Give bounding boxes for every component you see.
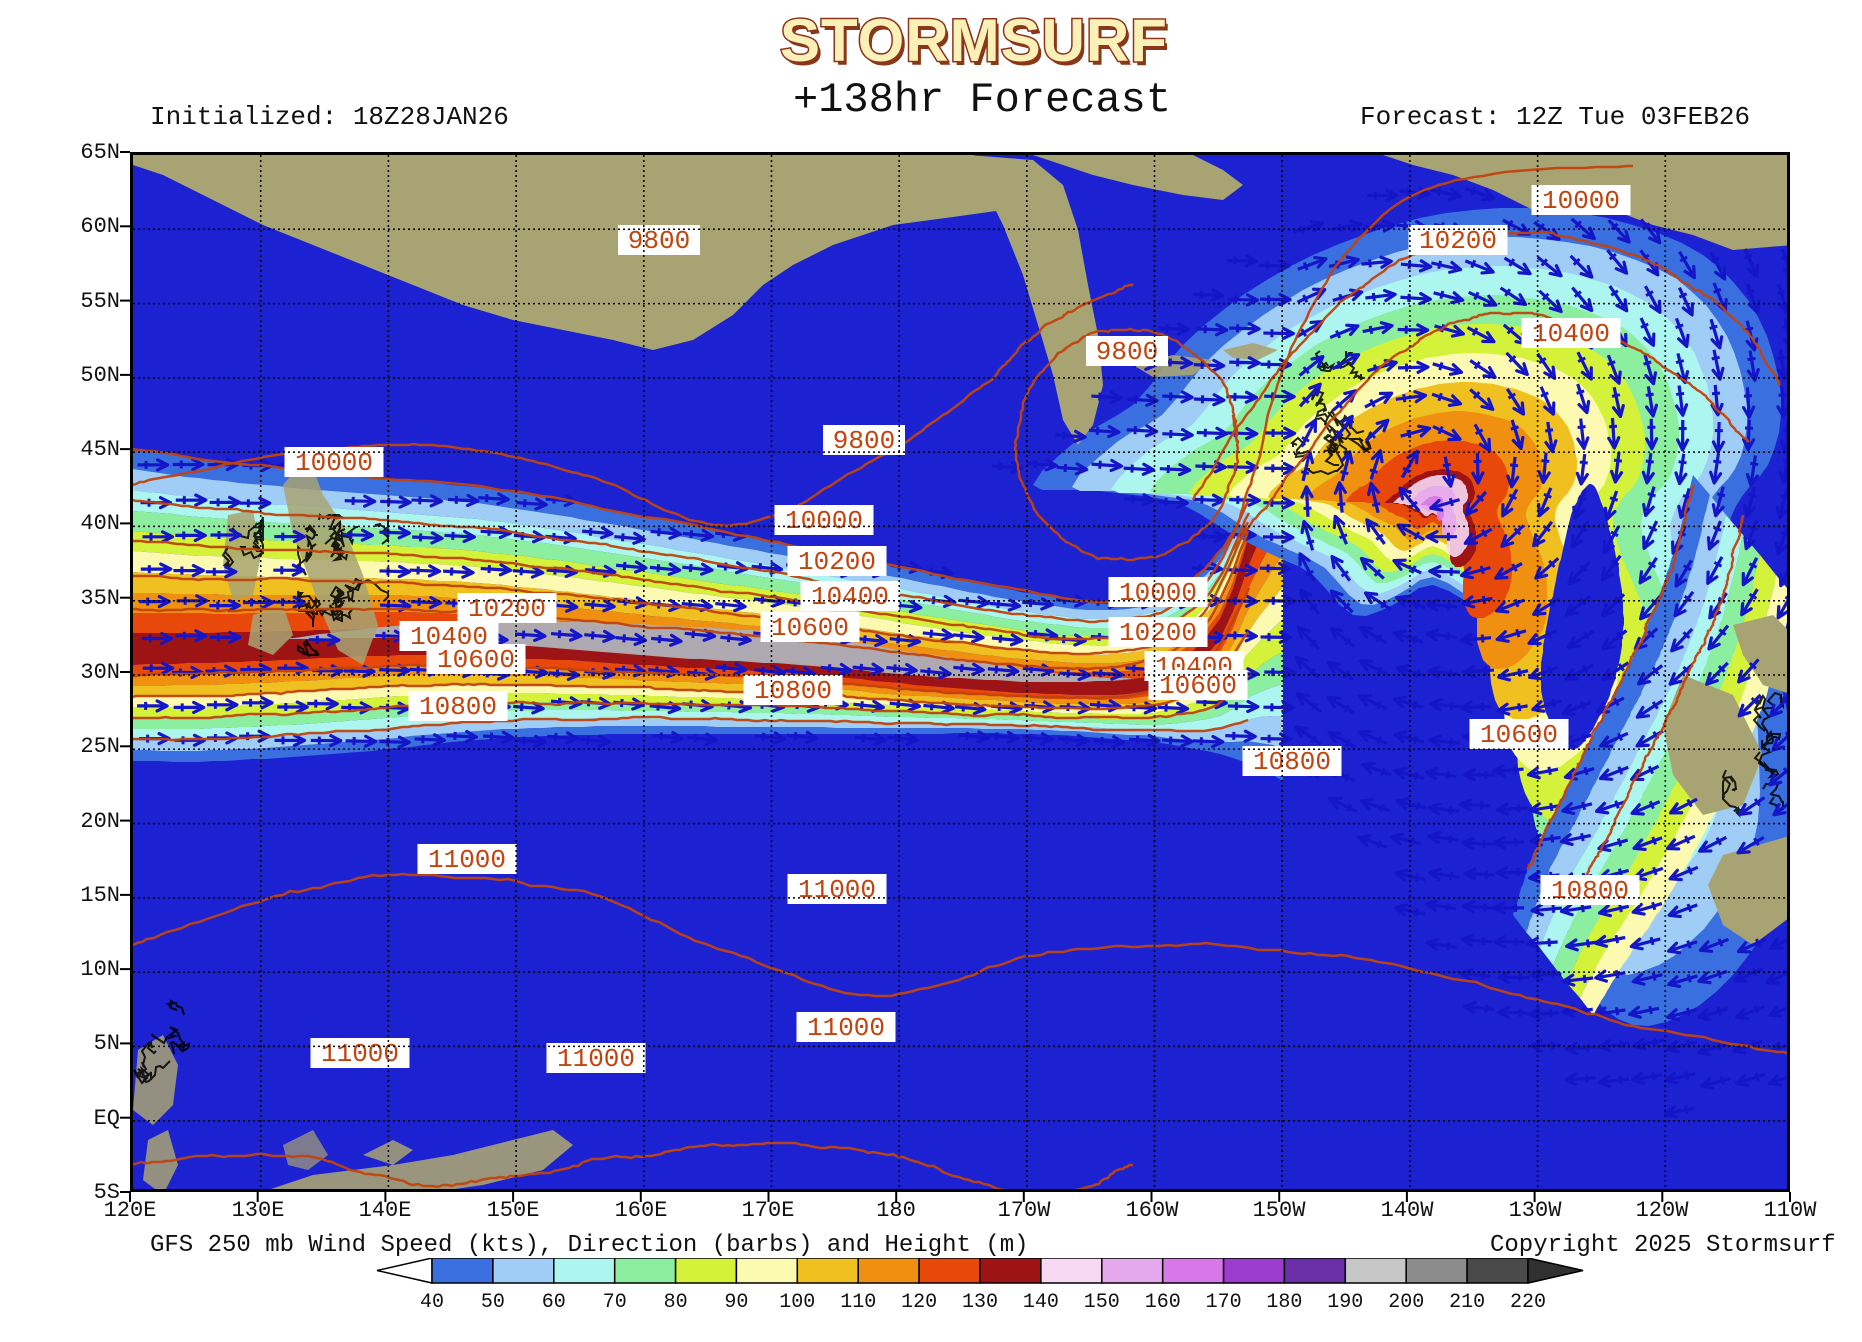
svg-text:10400: 10400 <box>811 582 889 612</box>
svg-text:10000: 10000 <box>785 506 863 536</box>
svg-text:10800: 10800 <box>1253 747 1331 777</box>
svg-text:10000: 10000 <box>1542 186 1620 216</box>
svg-text:50: 50 <box>481 1291 505 1314</box>
svg-text:140: 140 <box>1023 1291 1059 1314</box>
svg-text:170: 170 <box>1206 1291 1242 1314</box>
svg-text:180: 180 <box>1266 1291 1302 1314</box>
svg-text:190: 190 <box>1327 1291 1363 1314</box>
svg-text:10200: 10200 <box>798 547 876 577</box>
svg-text:100: 100 <box>779 1291 815 1314</box>
svg-text:10800: 10800 <box>1551 876 1629 906</box>
svg-text:150: 150 <box>1084 1291 1120 1314</box>
svg-text:11000: 11000 <box>807 1013 885 1043</box>
svg-text:60: 60 <box>542 1291 566 1314</box>
svg-text:10200: 10200 <box>468 594 546 624</box>
svg-text:10600: 10600 <box>771 613 849 643</box>
svg-text:10600: 10600 <box>1480 720 1558 750</box>
svg-text:210: 210 <box>1449 1291 1485 1314</box>
svg-text:10400: 10400 <box>1532 319 1610 349</box>
svg-text:10200: 10200 <box>1419 226 1497 256</box>
svg-text:10000: 10000 <box>1119 578 1197 608</box>
svg-text:10800: 10800 <box>419 692 497 722</box>
svg-text:200: 200 <box>1388 1291 1424 1314</box>
svg-text:10800: 10800 <box>754 676 832 706</box>
svg-text:80: 80 <box>664 1291 688 1314</box>
svg-text:11000: 11000 <box>321 1039 399 1069</box>
svg-text:160: 160 <box>1145 1291 1181 1314</box>
svg-text:11000: 11000 <box>428 845 506 875</box>
svg-text:10200: 10200 <box>1119 618 1197 648</box>
svg-text:90: 90 <box>724 1291 748 1314</box>
svg-text:9800: 9800 <box>1096 337 1158 367</box>
svg-text:10600: 10600 <box>437 645 515 675</box>
svg-text:110: 110 <box>840 1291 876 1314</box>
svg-text:70: 70 <box>603 1291 627 1314</box>
svg-text:9800: 9800 <box>628 226 690 256</box>
svg-text:120: 120 <box>901 1291 937 1314</box>
svg-text:130: 130 <box>962 1291 998 1314</box>
svg-text:40: 40 <box>420 1291 444 1314</box>
svg-text:11000: 11000 <box>798 875 876 905</box>
svg-text:220: 220 <box>1510 1291 1546 1314</box>
svg-text:11000: 11000 <box>557 1044 635 1074</box>
